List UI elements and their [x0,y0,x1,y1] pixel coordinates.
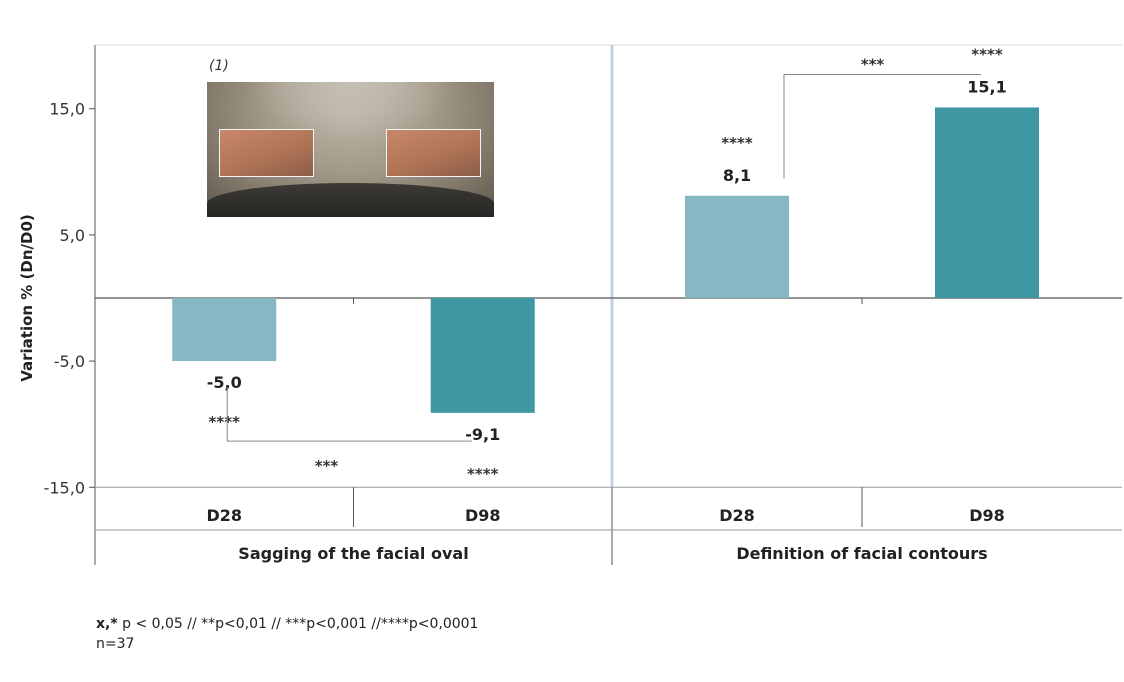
sample-size: n=37 [96,636,135,652]
bar-chart: 15,0 5,0 -5,0 -15,0 Variation % (Dn/D0) -5,0 *… [18,44,1122,565]
data-label: -5,0 [207,373,242,392]
bar-d98 [430,298,535,413]
y-axis-label: Variation % (Dn/D0) [18,214,36,382]
comparison-bracket [783,73,981,179]
significance-legend-bold: x,* [96,616,118,632]
category-label: D28 [206,506,242,525]
significance-stars: **** [467,465,499,483]
right-jaw-zone [386,129,481,177]
footnote: x,* p < 0,05 // **p<0,01 // ***p<0,001 /… [96,614,478,654]
y-tick-label: -5,0 [54,352,85,371]
category-label: D98 [969,506,1005,525]
significance-legend-text: p < 0,05 // **p<0,01 // ***p<0,001 //***… [117,616,479,632]
significance-stars: **** [209,413,241,431]
category-label: D98 [465,506,501,525]
left-jaw-zone [219,129,314,177]
data-label: 8,1 [723,166,751,185]
bar-d98 [935,107,1039,298]
significance-stars: **** [721,134,753,152]
panel-title: Sagging of the facial oval [238,544,468,563]
comparison-bracket [226,387,472,442]
photo-caption: (1) [209,58,229,74]
comparison-stars: *** [315,457,339,475]
y-tick-label: 5,0 [60,226,85,245]
significance-legend: x,* p < 0,05 // **p<0,01 // ***p<0,001 /… [96,614,478,634]
category-label: D28 [719,506,755,525]
neck-shadow [207,183,494,217]
significance-stars: **** [971,45,1003,63]
face-photo [207,82,494,217]
panel-title: Definition of facial contours [736,544,987,563]
data-label: -9,1 [465,425,500,444]
comparison-stars: *** [861,55,885,73]
bar-d28 [685,195,789,298]
bar-d28 [172,298,277,362]
data-label: 15,1 [967,77,1006,96]
y-tick-label: 15,0 [49,100,85,119]
y-tick-label: -15,0 [44,478,85,497]
